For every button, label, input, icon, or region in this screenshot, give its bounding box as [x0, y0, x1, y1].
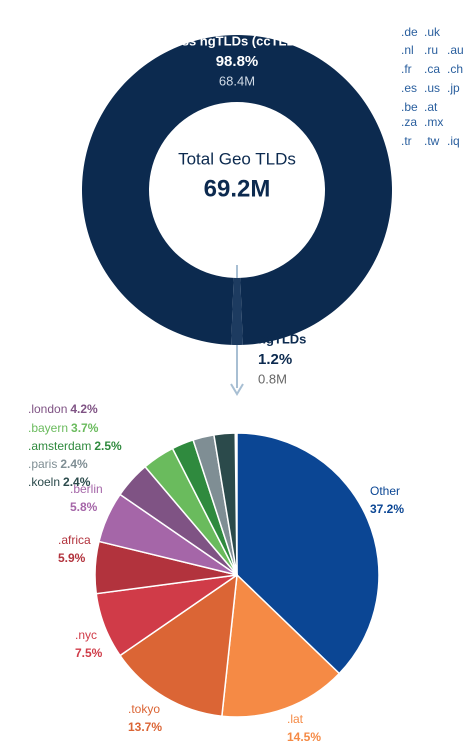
- cctld-item: .es: [401, 81, 417, 95]
- slice-label: .africa: [58, 533, 91, 547]
- slice-label: .bayern: [28, 421, 68, 435]
- slice-label-group: .koeln 2.4%: [28, 475, 91, 489]
- slice-label-group: .london 4.2%: [28, 402, 98, 416]
- slice-label-group: .paris 2.4%: [28, 457, 88, 471]
- slice-value: 2.4%: [63, 475, 91, 489]
- cctld-item: .tr: [401, 134, 412, 148]
- pie-slice: [221, 573, 341, 718]
- cctld-item: .nl: [401, 43, 414, 57]
- slice-value: 14.5%: [287, 730, 321, 744]
- slice-value: 5.8%: [70, 500, 98, 514]
- cctld-item: .at: [424, 100, 438, 114]
- cctld-item: .tw: [424, 134, 440, 148]
- cctld-item: .jp: [447, 81, 460, 95]
- slice-label: .nyc: [75, 628, 97, 642]
- cctld-item: .mx: [424, 115, 443, 129]
- cctld-item: .ca: [424, 62, 440, 76]
- cctld-item: .ch: [447, 62, 463, 76]
- cctld-item: .ru: [424, 43, 438, 57]
- slice-label: .paris: [28, 457, 57, 471]
- slice-value: 98.8%: [216, 53, 259, 70]
- center-label: Total Geo TLDs: [178, 149, 296, 168]
- cctld-item: .fr: [401, 62, 412, 76]
- cctld-item: .be: [401, 100, 418, 114]
- slice-label: Other: [370, 484, 400, 498]
- slice-label: .amsterdam: [28, 439, 91, 453]
- slice-value: 1.2%: [258, 351, 292, 368]
- slice-value: 5.9%: [58, 551, 86, 565]
- slice-value: 13.7%: [128, 720, 162, 734]
- slice-label: .lat: [287, 712, 304, 726]
- slice-value: 2.4%: [60, 457, 88, 471]
- slice-label: .berlin: [70, 482, 103, 496]
- slice-value: 37.2%: [370, 502, 404, 516]
- slice-count: 68.4M: [219, 73, 255, 88]
- slice-label: .koeln: [28, 475, 60, 489]
- center-value: 69.2M: [204, 175, 271, 202]
- slice-label: Less ngTLDs (ccTLDs): [167, 33, 308, 48]
- slice-value: 3.7%: [71, 421, 99, 435]
- pie-slice: [236, 432, 380, 675]
- arrow-head: [230, 383, 244, 396]
- pie-slice: [119, 573, 238, 718]
- slice-label-group: .amsterdam 2.5%: [28, 439, 122, 453]
- cctld-item: .us: [424, 81, 440, 95]
- slice-value: 7.5%: [75, 646, 103, 660]
- slice-value: 2.5%: [94, 439, 122, 453]
- slice-label: ngTLDs: [258, 331, 306, 346]
- cctld-item: .iq: [447, 134, 460, 148]
- cctld-item: .uk: [424, 25, 441, 39]
- slice-label: .tokyo: [128, 702, 160, 716]
- donut-slice: [82, 34, 392, 345]
- slice-label-group: .bayern 3.7%: [28, 421, 99, 435]
- cctld-item: .de: [401, 25, 418, 39]
- donut-slice: [231, 277, 243, 345]
- cctld-item: .za: [401, 115, 417, 129]
- slice-label: .london: [28, 402, 67, 416]
- slice-count: 0.8M: [258, 371, 287, 386]
- pie-slice: [213, 432, 238, 576]
- slice-value: 4.2%: [70, 402, 98, 416]
- cctld-item: .au: [447, 43, 464, 57]
